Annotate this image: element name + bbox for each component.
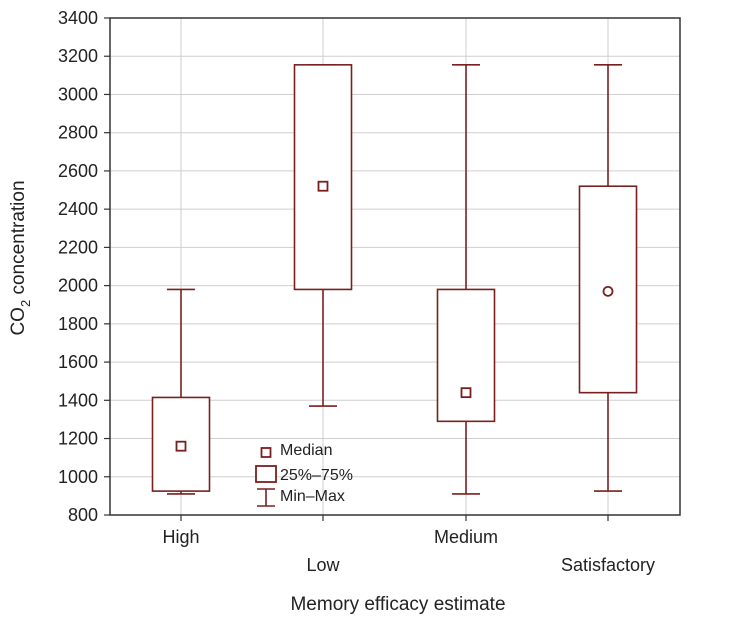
y-tick-label: 800 xyxy=(68,505,98,525)
box-group xyxy=(578,64,638,492)
x-tick-label: Low xyxy=(306,555,340,575)
x-axis-title: Memory efficacy estimate xyxy=(290,594,505,615)
y-tick-label: 2200 xyxy=(58,237,98,257)
y-tick-label: 2600 xyxy=(58,161,98,181)
y-tick-label: 3200 xyxy=(58,46,98,66)
x-tick-label: Satisfactory xyxy=(561,555,655,575)
y-tick-label: 1200 xyxy=(58,429,98,449)
x-axis: High Low Medium Satisfactory xyxy=(162,515,655,575)
y-axis-title: CO2 concentration xyxy=(8,180,33,335)
y-tick-label: 1800 xyxy=(58,314,98,334)
iqr-box xyxy=(436,288,496,423)
x-tick-label: Medium xyxy=(434,527,498,547)
y-tick-label: 1600 xyxy=(58,352,98,372)
y-tick-label: 1400 xyxy=(58,390,98,410)
legend-box-label: 25%–75% xyxy=(280,467,353,484)
median-marker xyxy=(317,180,329,192)
y-axis-title-subscript: 2 xyxy=(18,300,33,307)
y-axis-title-rest: concentration xyxy=(8,180,29,299)
y-tick-label: 2000 xyxy=(58,276,98,296)
box-group xyxy=(293,64,353,407)
median-marker xyxy=(602,285,614,297)
median-marker xyxy=(175,440,187,452)
box-group xyxy=(436,64,496,495)
plot-frame xyxy=(109,17,681,516)
y-tick-label: 2400 xyxy=(58,199,98,219)
legend-box-symbol xyxy=(255,465,277,483)
box-group xyxy=(151,288,211,495)
y-tick-label: 3000 xyxy=(58,84,98,104)
y-tick-label: 3400 xyxy=(58,8,98,28)
legend-whisker-label: Min–Max xyxy=(280,488,345,505)
box-series xyxy=(151,64,638,495)
median-marker xyxy=(460,387,472,399)
legend: Median 25%–75% Min–Max xyxy=(255,442,353,507)
y-axis: 800 1000 1200 1400 1600 1800 2000 2200 2400 2600 2… xyxy=(58,8,110,525)
y-tick-label: 1000 xyxy=(58,467,98,487)
legend-median-label: Median xyxy=(280,442,332,459)
x-tick-label: High xyxy=(162,527,199,547)
y-tick-label: 2800 xyxy=(58,123,98,143)
y-axis-title-main: CO xyxy=(8,307,29,336)
iqr-box xyxy=(293,64,353,291)
legend-median-symbol xyxy=(260,447,272,458)
